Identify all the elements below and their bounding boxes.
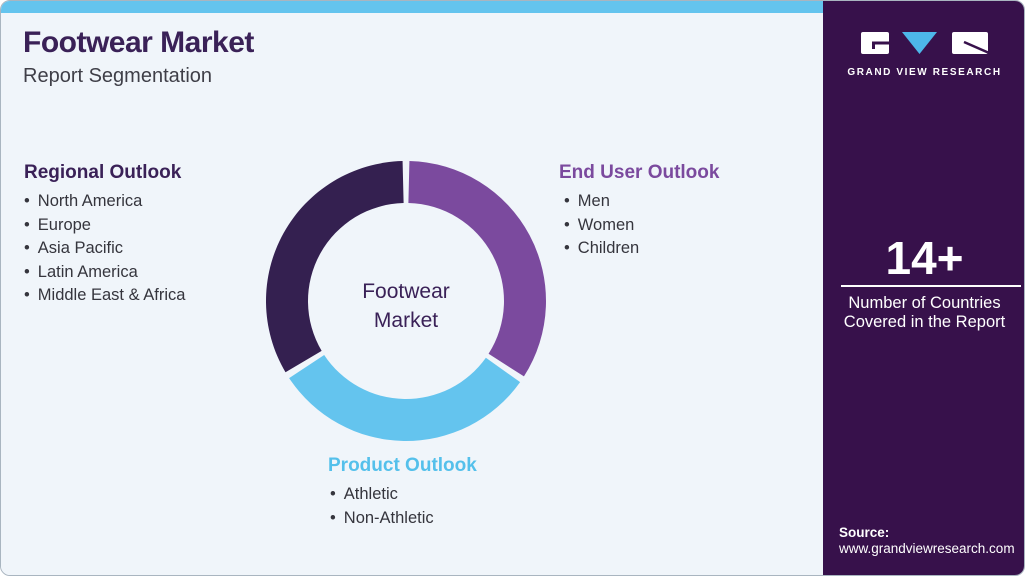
regional-outlook-section: Regional Outlook North AmericaEuropeAsia…	[24, 162, 185, 308]
regional-outlook-list: North AmericaEuropeAsia PacificLatin Ame…	[24, 190, 186, 308]
list-item: Non-Athletic	[330, 507, 477, 531]
donut-center-label: Footwear Market	[331, 277, 481, 335]
brand-name: GRAND VIEW RESEARCH	[847, 67, 1002, 78]
stat-value: 14+	[885, 232, 964, 284]
source-label: Source:	[839, 525, 890, 540]
stat-divider	[841, 285, 1021, 287]
donut-segment-product-outlook	[289, 354, 521, 442]
product-outlook-heading: Product Outlook	[328, 455, 477, 476]
stat-label: Number of Countries Covered in the Repor…	[843, 294, 1006, 331]
list-item: Women	[564, 214, 719, 238]
gvr-logo-icon	[861, 32, 989, 54]
list-item: North America	[24, 190, 185, 214]
countries-stat: 14+ Number of Countries Covered in the R…	[823, 232, 1024, 332]
list-item: Athletic	[330, 483, 477, 507]
donut-chart	[266, 161, 546, 442]
header: Footwear Market Report Segmentation	[23, 27, 254, 88]
donut-segment-end-user-outlook	[408, 161, 546, 377]
sidebar: GRAND VIEW RESEARCH 14+ Number of Countr…	[823, 1, 1024, 575]
source-block: Source: www.grandviewresearch.com	[839, 525, 1015, 557]
list-item: Asia Pacific	[24, 237, 185, 261]
list-item: Men	[564, 190, 719, 214]
donut-segment-regional-outlook	[266, 161, 404, 373]
list-item: Latin America	[24, 261, 185, 285]
main-panel: Footwear Market Report Segmentation Regi…	[1, 1, 823, 575]
page-title: Footwear Market	[23, 26, 254, 59]
product-outlook-section: Product Outlook AthleticNon-Athletic	[328, 455, 477, 530]
regional-outlook-heading: Regional Outlook	[24, 162, 182, 183]
list-item: Europe	[24, 214, 185, 238]
source-url: www.grandviewresearch.com	[839, 541, 1015, 556]
product-outlook-list: AthleticNon-Athletic	[328, 483, 477, 530]
donut-center-label-line2: Market	[373, 309, 439, 332]
end-user-outlook-list: MenWomenChildren	[559, 190, 719, 261]
end-user-outlook-section: End User Outlook MenWomenChildren	[559, 162, 719, 261]
top-accent-bar	[1, 1, 823, 13]
end-user-outlook-heading: End User Outlook	[559, 162, 720, 183]
list-item: Children	[564, 237, 719, 261]
donut-center-label-line1: Footwear	[362, 280, 450, 303]
list-item: Middle East & Africa	[24, 284, 186, 308]
page-subtitle: Report Segmentation	[23, 65, 213, 87]
brand-logo-block: GRAND VIEW RESEARCH	[823, 31, 1024, 78]
